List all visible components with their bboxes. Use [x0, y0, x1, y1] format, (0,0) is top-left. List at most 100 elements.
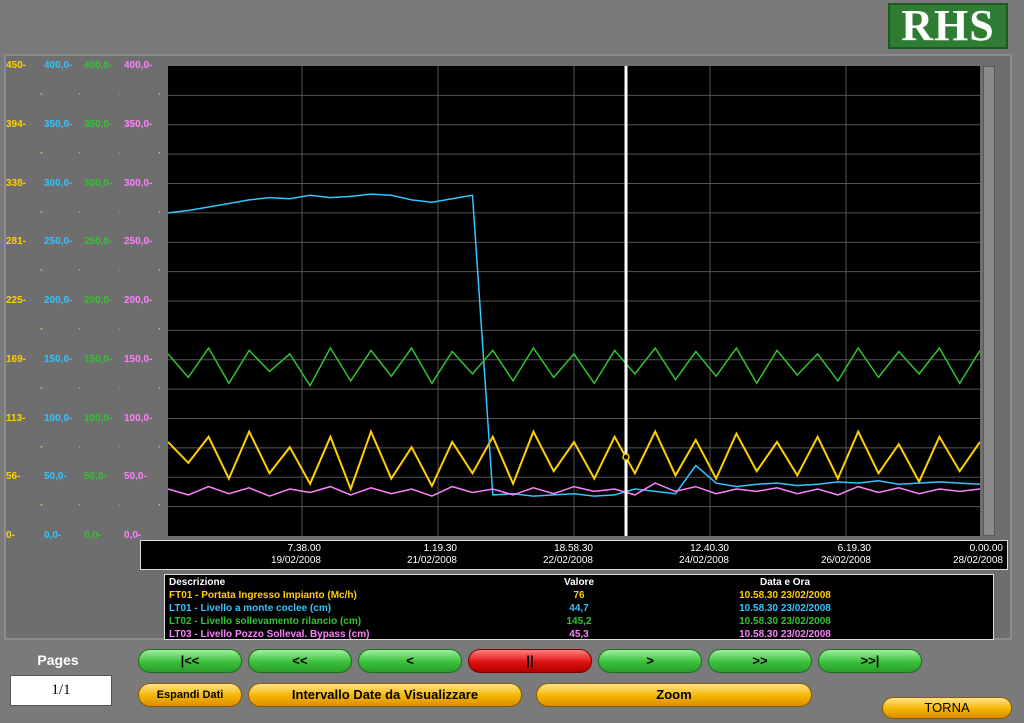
- trend-plot-area[interactable]: [167, 66, 981, 536]
- legend-row-lt01[interactable]: LT01 - Livello a monte coclee (cm) 44,7 …: [165, 602, 993, 615]
- y-minor-dot: ·: [158, 265, 162, 277]
- pause-button[interactable]: ||: [468, 649, 592, 673]
- y-tick-lt02: 200,0-: [84, 295, 113, 306]
- y-tick-lt02: 0,0-: [84, 530, 102, 541]
- y-minor-dot: ·: [118, 324, 122, 335]
- legend-table: Descrizione Valore Data e Ora FT01 - Por…: [164, 574, 994, 640]
- x-tick-0: 7.38.00 19/02/2008: [270, 543, 321, 566]
- legend-value: 44,7: [569, 603, 589, 614]
- legend-header-value: Valore: [563, 577, 595, 588]
- y-tick-lt01: 200,0-: [44, 295, 73, 306]
- legend-datetime: 10.58.30 23/02/2008: [739, 603, 831, 614]
- y-tick-lt01: 250,0-: [44, 236, 73, 248]
- y-tick-ft01: 0-: [6, 530, 15, 541]
- legend-header-datetime: Data e Ora: [759, 577, 811, 588]
- cursor-marker: [622, 453, 630, 461]
- y-tick-lt01: 150,0-: [44, 353, 73, 365]
- next-page-button[interactable]: >>: [708, 649, 812, 673]
- last-button[interactable]: >>|: [818, 649, 922, 673]
- x-tick-3: 12.40.30 24/02/2008: [678, 543, 729, 566]
- legend-header: Descrizione Valore Data e Ora: [165, 576, 993, 589]
- y-tick-ft01: 394-: [6, 118, 27, 130]
- y-tick-lt02: 400,0-: [84, 60, 113, 71]
- y-tick-lt03: 250,0-: [124, 236, 153, 248]
- y-tick-lt01: 350,0-: [44, 118, 73, 130]
- y-minor-dot: ·: [158, 441, 162, 453]
- y-minor-dot: ·: [158, 382, 162, 394]
- series-line-3: [167, 482, 981, 497]
- y-minor-dot: ·: [40, 382, 44, 394]
- y-minor-dot: ·: [40, 441, 44, 453]
- y-tick-lt01: 50,0-: [44, 471, 67, 483]
- y-minor-dot: ·: [158, 147, 162, 159]
- back-button[interactable]: TORNA: [882, 697, 1012, 719]
- y-tick-lt03: 300,0-: [124, 177, 153, 189]
- expand-data-button[interactable]: Espandi Dati: [138, 683, 242, 707]
- y-tick-lt03: 100,0-: [124, 412, 153, 424]
- legend-row-lt03[interactable]: LT03 - Livello Pozzo Solleval. Bypass (c…: [165, 628, 993, 641]
- y-minor-dot: ·: [40, 147, 44, 159]
- y-minor-dot: ·: [78, 324, 82, 335]
- x-tick-5: 0.00.00 28/02/2008: [952, 543, 1003, 566]
- y-minor-dot: ·: [78, 265, 82, 277]
- y-tick-lt03: 150,0-: [124, 353, 153, 365]
- y-minor-dot: ·: [118, 382, 122, 394]
- legend-value: 145,2: [566, 616, 592, 627]
- y-minor-dot: ·: [158, 500, 162, 512]
- y-minor-dot: ·: [158, 324, 162, 335]
- legend-row-ft01[interactable]: FT01 - Portata Ingresso Impianto (Mc/h) …: [165, 589, 993, 602]
- y-minor-dot: ·: [158, 89, 162, 100]
- y-minor-dot: ·: [78, 89, 82, 100]
- vertical-scrollbar[interactable]: [983, 66, 995, 536]
- y-minor-dot: ·: [40, 500, 44, 512]
- y-axes: 450- · 394- · 338- · 281- · 225- · 169- · 113- · 56- · 0…: [0, 55, 168, 545]
- y-minor-dot: ·: [78, 206, 82, 218]
- pages-label: Pages: [37, 652, 79, 668]
- legend-header-desc: Descrizione: [169, 577, 226, 588]
- prev-page-button[interactable]: <<: [248, 649, 352, 673]
- y-tick-lt02: 350,0-: [84, 118, 113, 130]
- legend-desc: FT01 - Portata Ingresso Impianto (Mc/h): [169, 590, 357, 601]
- x-tick-1: 1.19.30 21/02/2008: [406, 543, 457, 566]
- y-minor-dot: ·: [78, 441, 82, 453]
- pages-indicator: 1/1: [10, 675, 112, 706]
- next-button[interactable]: >: [598, 649, 702, 673]
- legend-desc: LT01 - Livello a monte coclee (cm): [169, 603, 332, 614]
- trend-chart: [167, 66, 981, 536]
- y-tick-ft01: 169-: [6, 353, 27, 365]
- legend-value: 76: [573, 590, 585, 601]
- y-minor-dot: ·: [78, 500, 82, 512]
- series-line-2: [167, 346, 981, 388]
- y-tick-lt01: 100,0-: [44, 412, 73, 424]
- y-minor-dot: ·: [40, 324, 44, 335]
- y-tick-lt03: 400,0-: [124, 60, 153, 71]
- legend-datetime: 10.58.30 23/02/2008: [739, 629, 831, 640]
- first-button[interactable]: |<<: [138, 649, 242, 673]
- y-minor-dot: ·: [78, 147, 82, 159]
- y-tick-lt02: 50,0-: [84, 471, 107, 483]
- y-tick-ft01: 281-: [6, 236, 27, 248]
- y-tick-ft01: 56-: [6, 471, 21, 483]
- prev-button[interactable]: <: [358, 649, 462, 673]
- y-tick-ft01: 450-: [6, 60, 27, 71]
- legend-value: 45,3: [569, 629, 589, 640]
- y-tick-lt03: 200,0-: [124, 295, 153, 306]
- x-tick-2: 18.58.30 22/02/2008: [542, 543, 593, 566]
- legend-row-lt02[interactable]: LT02 - Livello sollevamento rilancio (cm…: [165, 615, 993, 628]
- legend-datetime: 10.58.30 23/02/2008: [739, 616, 831, 627]
- y-tick-lt02: 100,0-: [84, 412, 113, 424]
- y-minor-dot: ·: [118, 147, 122, 159]
- y-tick-ft01: 338-: [6, 177, 27, 189]
- y-minor-dot: ·: [158, 206, 162, 218]
- x-axis-band: 7.38.00 19/02/2008 1.19.30 21/02/2008 18.5…: [140, 540, 1008, 570]
- y-tick-lt02: 150,0-: [84, 353, 113, 365]
- legend-datetime: 10.58.30 23/02/2008: [739, 590, 831, 601]
- legend-desc: LT03 - Livello Pozzo Solleval. Bypass (c…: [169, 629, 370, 640]
- rhs-logo: RHS: [888, 3, 1008, 49]
- y-tick-lt01: 300,0-: [44, 177, 73, 189]
- zoom-button[interactable]: Zoom: [536, 683, 812, 707]
- y-tick-ft01: 225-: [6, 295, 27, 306]
- y-tick-lt03: 50,0-: [124, 471, 147, 483]
- date-interval-button[interactable]: Intervallo Date da Visualizzare: [248, 683, 522, 707]
- legend-desc: LT02 - Livello sollevamento rilancio (cm…: [169, 616, 362, 627]
